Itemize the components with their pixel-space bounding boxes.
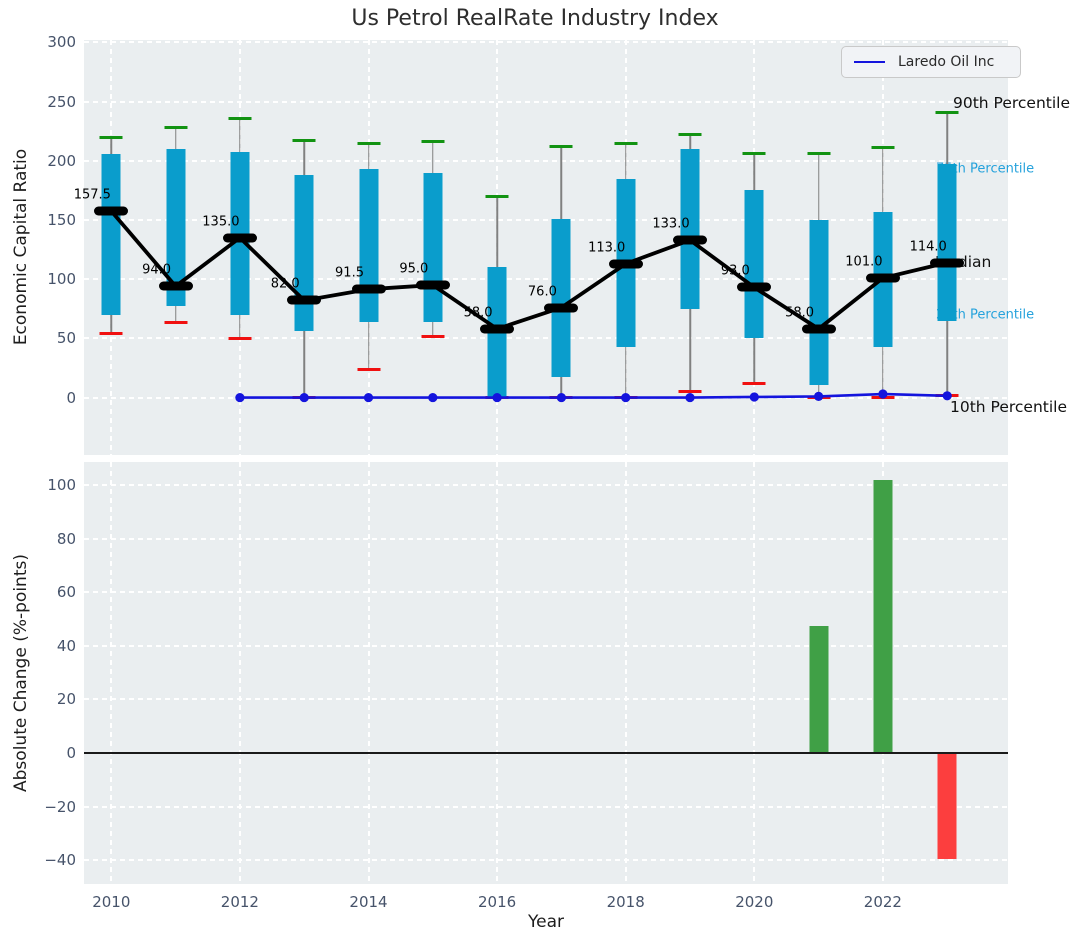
x-tick-label: 2018 [607, 893, 645, 911]
y-tick-label-bottom: 0 [30, 744, 76, 762]
change-bar-negative [938, 753, 957, 859]
gridline-horizontal [84, 484, 1008, 486]
y-tick-label-bottom: −40 [30, 851, 76, 869]
gridline-horizontal [84, 806, 1008, 808]
company-point [685, 393, 694, 402]
gridline-vertical [753, 462, 755, 884]
top-chart-panel: 90th Percentile 75th Percentile Median 2… [84, 40, 1008, 455]
x-tick-label: 2020 [735, 893, 773, 911]
y-tick-label-bottom: 60 [30, 583, 76, 601]
y-tick-label-bottom: 20 [30, 690, 76, 708]
company-point [300, 393, 309, 402]
company-point [557, 393, 566, 402]
gridline-vertical [496, 462, 498, 884]
legend: Laredo Oil Inc [841, 46, 1021, 78]
gridline-horizontal [84, 698, 1008, 700]
y-tick-label-bottom: 40 [30, 637, 76, 655]
y-tick-label-top: 150 [30, 211, 76, 229]
y-tick-label-top: 50 [30, 329, 76, 347]
y-tick-label-bottom: −20 [30, 798, 76, 816]
y-tick-label-top: 200 [30, 152, 76, 170]
gridline-vertical [368, 462, 370, 884]
change-bar-positive [873, 480, 892, 753]
zero-axis-line [84, 752, 1008, 754]
x-axis-label: Year [84, 912, 1008, 932]
gridline-horizontal [84, 859, 1008, 861]
figure: Us Petrol RealRate Industry Index Econom… [0, 0, 1088, 942]
company-point [750, 392, 759, 401]
y-tick-label-top: 300 [30, 33, 76, 51]
y-tick-label-bottom: 100 [30, 476, 76, 494]
y-axis-label-bottom-text: Absolute Change (%-points) [11, 554, 31, 792]
y-tick-label-top: 100 [30, 270, 76, 288]
change-bar-positive [809, 626, 828, 753]
gridline-vertical [625, 462, 627, 884]
company-point [493, 393, 502, 402]
company-line-layer [84, 40, 1008, 455]
y-tick-label-top: 250 [30, 93, 76, 111]
company-point [814, 392, 823, 401]
company-point [621, 393, 630, 402]
bottom-chart-panel [84, 462, 1008, 884]
company-point [943, 391, 952, 400]
gridline-horizontal [84, 538, 1008, 540]
company-point [364, 393, 373, 402]
gridline-vertical [110, 462, 112, 884]
x-tick-label: 2016 [478, 893, 516, 911]
x-tick-label: 2010 [92, 893, 130, 911]
x-tick-label: 2022 [864, 893, 902, 911]
legend-label: Laredo Oil Inc [898, 54, 994, 70]
y-tick-label-top: 0 [30, 389, 76, 407]
gridline-horizontal [84, 645, 1008, 647]
chart-title: Us Petrol RealRate Industry Index [0, 6, 1070, 31]
company-line [240, 394, 947, 398]
legend-line-sample [854, 61, 885, 63]
company-point [428, 393, 437, 402]
gridline-horizontal [84, 591, 1008, 593]
gridline-vertical [239, 462, 241, 884]
company-point [878, 389, 887, 398]
y-axis-label-top-text: Economic Capital Ratio [11, 149, 31, 345]
y-tick-label-bottom: 80 [30, 530, 76, 548]
x-tick-label: 2012 [221, 893, 259, 911]
x-tick-label: 2014 [349, 893, 387, 911]
company-point [235, 393, 244, 402]
